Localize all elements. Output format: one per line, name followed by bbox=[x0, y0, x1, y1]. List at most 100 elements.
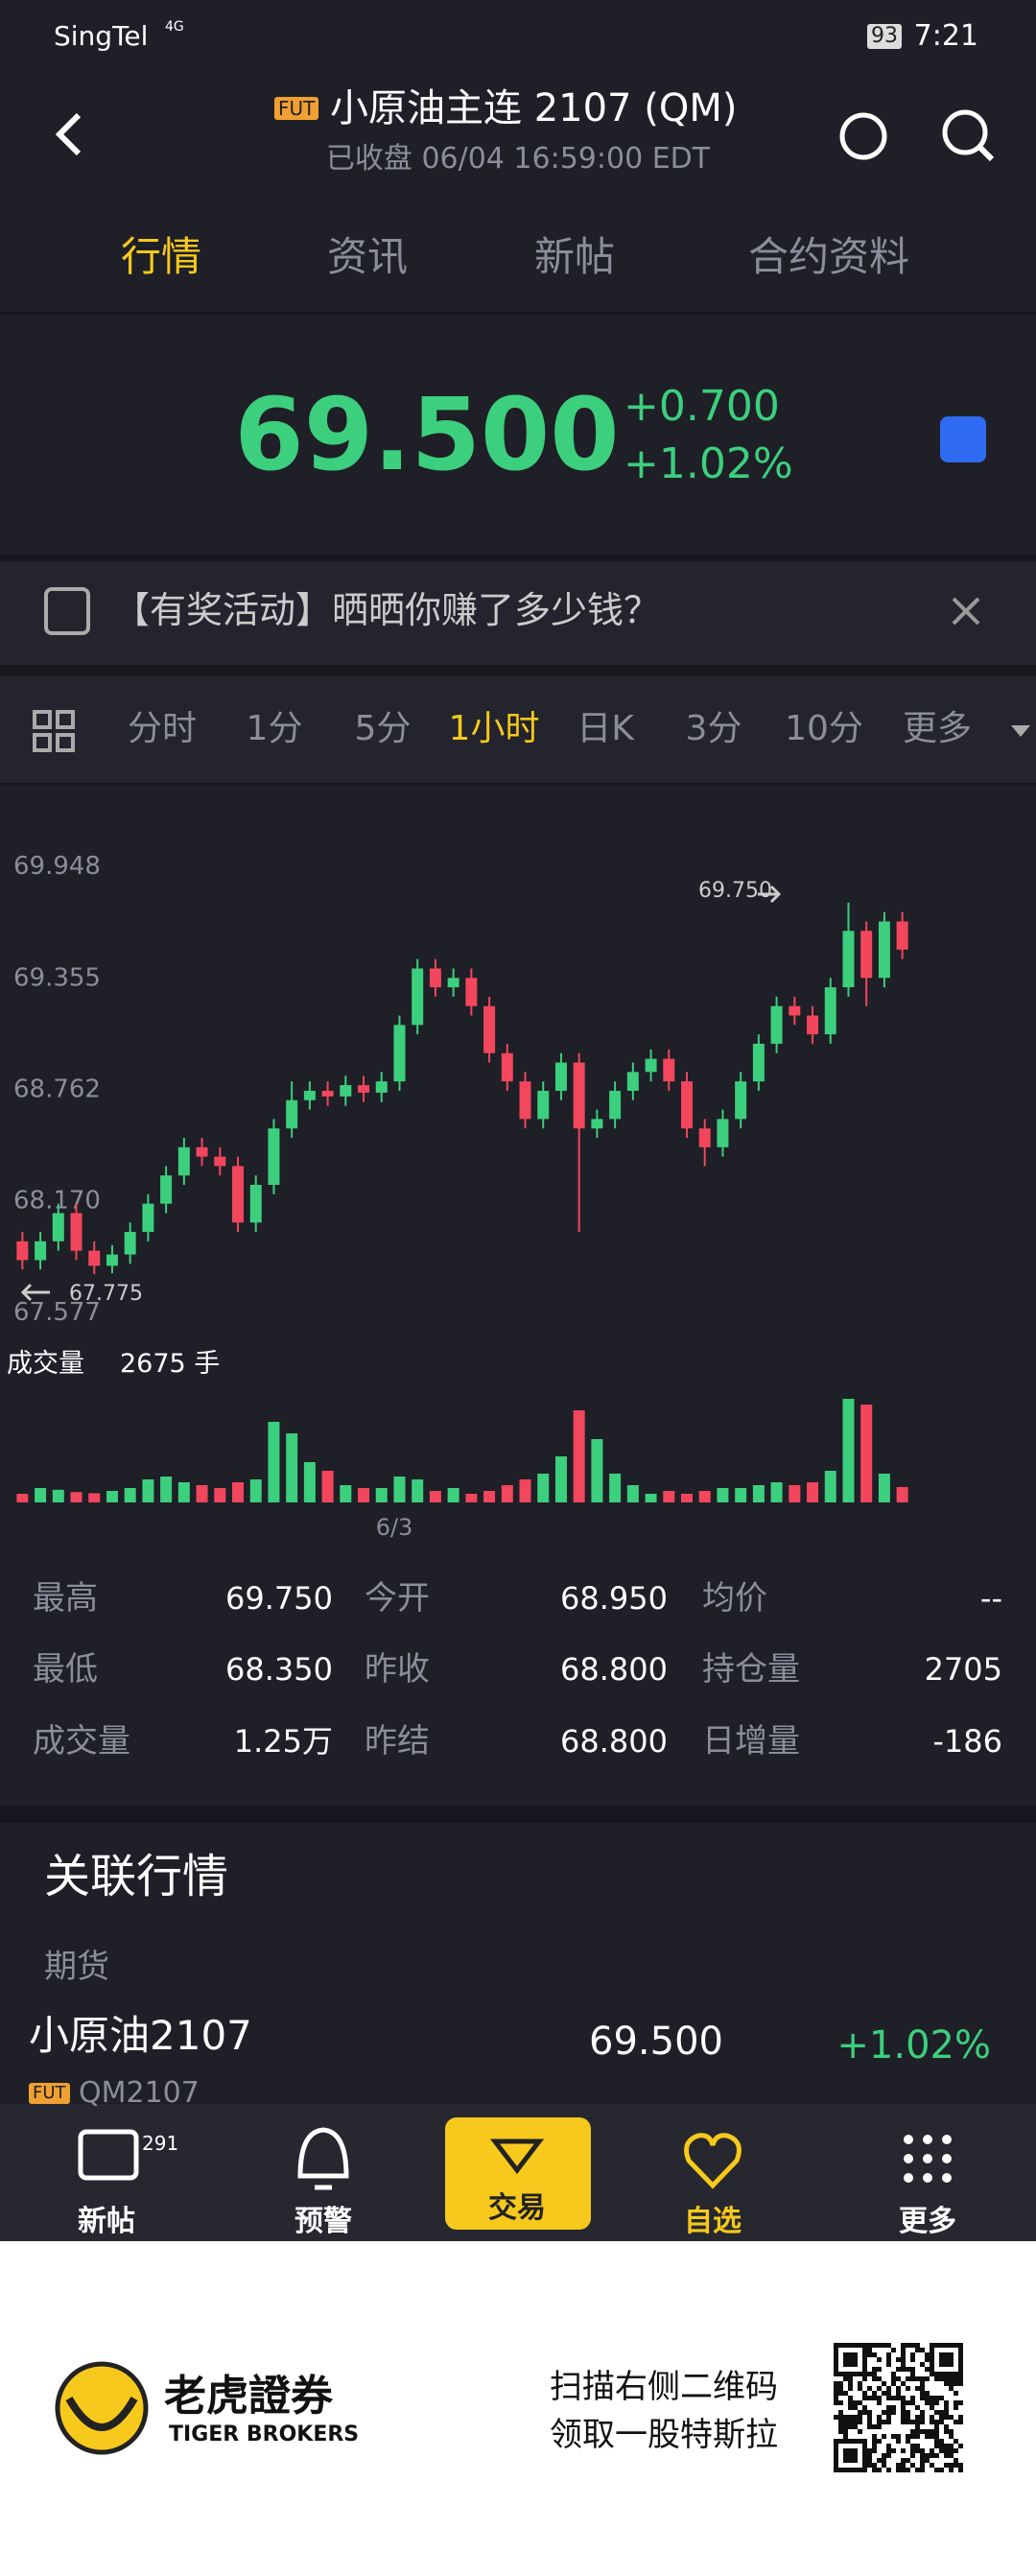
divider bbox=[0, 1806, 1036, 1823]
period-tab[interactable]: 3分 bbox=[685, 709, 742, 748]
volume-label: 成交量 bbox=[7, 1349, 84, 1379]
qr-cell bbox=[848, 2439, 853, 2444]
x-label: 6/3 bbox=[376, 1514, 413, 1541]
qr-cell bbox=[838, 2391, 843, 2396]
qr-cell bbox=[848, 2343, 853, 2348]
qr-cell bbox=[867, 2372, 872, 2376]
qr-cell bbox=[834, 2448, 838, 2453]
close-icon[interactable] bbox=[952, 597, 980, 626]
qr-cell bbox=[877, 2343, 882, 2348]
qr-cell bbox=[853, 2372, 858, 2376]
network: 4G bbox=[165, 19, 184, 35]
qr-cell bbox=[853, 2352, 858, 2357]
candle-body bbox=[412, 968, 424, 1026]
dropdown-icon[interactable] bbox=[1011, 725, 1030, 737]
qr-cell bbox=[920, 2448, 925, 2453]
layout-icon[interactable] bbox=[33, 710, 75, 752]
qr-cell bbox=[958, 2367, 963, 2372]
tab[interactable]: 新帖 bbox=[533, 233, 616, 280]
volume-bar bbox=[447, 1488, 459, 1502]
back-icon[interactable] bbox=[55, 112, 82, 156]
gesture-icon[interactable] bbox=[940, 416, 986, 462]
qr-cell bbox=[925, 2429, 930, 2434]
period-tab[interactable]: 分时 bbox=[127, 709, 198, 748]
post-icon[interactable] bbox=[78, 2129, 139, 2181]
tab[interactable]: 行情 bbox=[120, 233, 202, 280]
qr-cell bbox=[882, 2420, 886, 2424]
qr-cell bbox=[867, 2396, 872, 2400]
qr-cell bbox=[925, 2391, 930, 2396]
nav-item[interactable]: 新帖 bbox=[78, 2205, 135, 2238]
volume-bar bbox=[663, 1491, 675, 1502]
volume-bar bbox=[501, 1485, 513, 1502]
stat-value: 68.350 bbox=[225, 1651, 333, 1688]
qr-cell bbox=[930, 2434, 934, 2439]
qr-cell bbox=[896, 2367, 901, 2372]
period-tab[interactable]: 日K bbox=[577, 709, 634, 748]
candle-body bbox=[752, 1043, 765, 1082]
qr-cell bbox=[848, 2352, 853, 2357]
qr-cell bbox=[867, 2463, 872, 2468]
trade-button[interactable] bbox=[445, 2117, 591, 2230]
candle-body bbox=[52, 1213, 64, 1241]
qr-cell bbox=[954, 2343, 958, 2348]
qr-cell bbox=[896, 2434, 901, 2439]
nav-item[interactable]: 交易 bbox=[488, 2191, 546, 2225]
watchlist-icon[interactable] bbox=[684, 2133, 742, 2189]
qr-cell bbox=[939, 2420, 944, 2424]
qr-cell bbox=[930, 2348, 934, 2352]
qr-cell bbox=[901, 2448, 906, 2453]
candle-body bbox=[303, 1090, 316, 1100]
qr-cell bbox=[848, 2415, 853, 2420]
period-tab[interactable]: 更多 bbox=[902, 709, 973, 748]
period-tab[interactable]: 5分 bbox=[354, 709, 412, 748]
volume-bar bbox=[645, 1494, 657, 1502]
qr-cell bbox=[858, 2468, 862, 2472]
banner[interactable]: 【有奖活动】晒晒你赚了多少钱？ bbox=[113, 589, 661, 631]
qr-cell bbox=[930, 2448, 934, 2453]
qr-cell bbox=[925, 2434, 930, 2439]
qr-cell bbox=[901, 2362, 906, 2367]
volume-bar bbox=[554, 1456, 567, 1502]
period-tab[interactable]: 10分 bbox=[785, 709, 863, 748]
qr-cell bbox=[867, 2348, 872, 2352]
related-name[interactable]: 小原油2107 bbox=[29, 2012, 252, 2059]
candle-body bbox=[537, 1090, 550, 1120]
qr-cell bbox=[886, 2405, 891, 2410]
qr-cell bbox=[834, 2367, 838, 2372]
candle-body bbox=[860, 931, 873, 979]
qr-cell bbox=[848, 2448, 853, 2453]
qr-cell bbox=[901, 2420, 906, 2424]
qr-cell bbox=[949, 2357, 954, 2362]
qr-cell bbox=[843, 2343, 848, 2348]
qr-cell bbox=[944, 2424, 949, 2429]
nav-item[interactable]: 自选 bbox=[684, 2205, 742, 2238]
candle-body bbox=[573, 1062, 585, 1129]
qr-cell bbox=[877, 2415, 882, 2420]
search-icon[interactable] bbox=[942, 109, 988, 155]
qr-cell bbox=[920, 2386, 925, 2391]
qr-cell bbox=[843, 2434, 848, 2439]
more-icon[interactable] bbox=[904, 2135, 952, 2183]
qr-cell bbox=[858, 2439, 862, 2444]
candle-body bbox=[501, 1052, 513, 1082]
y-tick-label: 69.948 bbox=[13, 852, 101, 881]
candle-body bbox=[268, 1128, 280, 1186]
refresh-icon[interactable] bbox=[839, 112, 887, 160]
qr-cell bbox=[910, 2444, 915, 2448]
period-tab[interactable]: 1小时 bbox=[448, 709, 540, 748]
alert-icon[interactable] bbox=[297, 2127, 349, 2190]
qr-cell bbox=[886, 2468, 891, 2472]
period-tab[interactable]: 1分 bbox=[246, 709, 303, 748]
qr-cell bbox=[906, 2468, 910, 2472]
arrow bbox=[20, 1283, 50, 1302]
qr-cell bbox=[867, 2453, 872, 2458]
tab[interactable]: 资讯 bbox=[326, 233, 409, 280]
nav-item[interactable]: 更多 bbox=[899, 2205, 956, 2238]
candle-body bbox=[16, 1241, 29, 1261]
qr-cell bbox=[886, 2444, 891, 2448]
qr-cell bbox=[920, 2381, 925, 2386]
nav-item[interactable]: 预警 bbox=[294, 2205, 352, 2238]
tab[interactable]: 合约资料 bbox=[747, 233, 910, 280]
candle-body bbox=[88, 1250, 101, 1266]
